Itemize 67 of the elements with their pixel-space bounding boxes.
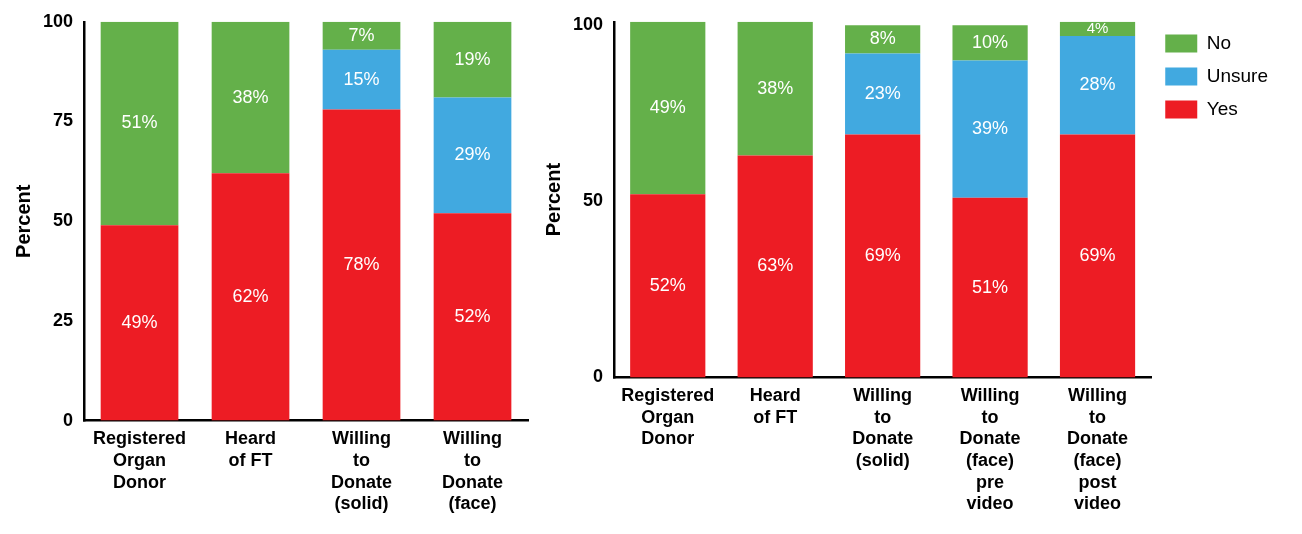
data-label: 15% (343, 68, 380, 89)
bar (737, 21, 813, 156)
x-tick-label: Willing to Donate (face) (442, 428, 504, 514)
y-tick-label: 50 (53, 210, 74, 231)
data-label: 51% (972, 276, 1009, 297)
bar (845, 25, 921, 54)
y-axis-title: Percent (541, 162, 564, 237)
x-tick-label: Heard of FT (749, 385, 801, 427)
data-label: 10% (972, 31, 1009, 52)
legend-label: Yes (1206, 97, 1238, 119)
data-label: 8% (869, 28, 896, 49)
bar (100, 21, 179, 226)
bar (952, 25, 1028, 61)
data-label: 49% (649, 97, 686, 118)
data-label: 7% (348, 24, 375, 45)
data-label: 39% (972, 118, 1009, 139)
data-label: 38% (232, 86, 269, 107)
data-label: 38% (757, 77, 794, 98)
data-label: 51% (121, 112, 158, 133)
data-label: 52% (649, 274, 686, 295)
data-label: 23% (864, 82, 901, 103)
y-tick-label: 25 (53, 309, 74, 330)
bar (322, 21, 401, 50)
data-label: 4% (1086, 18, 1109, 36)
data-label: 52% (454, 305, 491, 326)
data-label: 69% (864, 244, 901, 265)
legend-label: Unsure (1206, 64, 1268, 86)
y-tick-label: 100 (572, 14, 604, 35)
bar (952, 197, 1028, 378)
x-tick-label: Registered Organ Donor (621, 385, 715, 449)
bar (952, 60, 1028, 198)
x-tick-label: Willing to Donate (solid) (331, 428, 393, 514)
data-label: 29% (454, 144, 491, 165)
y-tick-label: 50 (583, 190, 604, 211)
bar (211, 173, 290, 421)
data-label: 63% (757, 255, 794, 276)
data-label: 49% (121, 311, 158, 332)
data-label: 78% (343, 254, 380, 275)
y-tick-label: 100 (42, 10, 74, 31)
bar (630, 21, 706, 195)
y-axis-title: Percent (11, 184, 34, 258)
bar (211, 21, 290, 174)
data-label: 62% (232, 285, 269, 306)
bar (433, 21, 512, 98)
x-tick-label: Willing to Donate (face) pre video (959, 385, 1021, 514)
legend-label: No (1206, 31, 1232, 53)
bar (845, 53, 921, 135)
bar (433, 97, 512, 214)
data-label: 69% (1079, 244, 1116, 265)
bar (322, 109, 401, 421)
data-label: 19% (454, 48, 491, 69)
bar (630, 194, 706, 378)
bar (322, 49, 401, 110)
bar (433, 213, 512, 421)
y-tick-label: 0 (63, 409, 74, 430)
x-tick-label: Willing to Donate (solid) (852, 385, 914, 470)
bar (1059, 134, 1136, 378)
y-tick-label: 75 (53, 110, 74, 131)
x-tick-label: Heard of FT (225, 428, 277, 470)
y-tick-label: 0 (593, 366, 604, 387)
bar (1059, 35, 1136, 135)
x-tick-label: Registered Organ Donor (93, 428, 187, 492)
data-label: 28% (1079, 74, 1116, 95)
bar (845, 134, 921, 378)
bar (100, 225, 179, 421)
x-tick-label: Willing to Donate (face) post video (1067, 385, 1129, 514)
bar (737, 155, 813, 378)
